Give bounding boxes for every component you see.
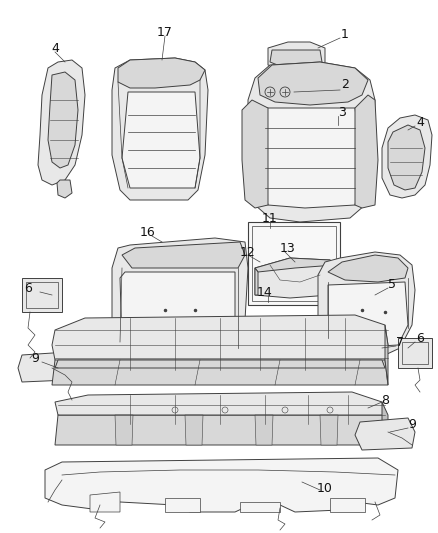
Polygon shape: [255, 268, 258, 295]
Polygon shape: [255, 258, 335, 272]
Polygon shape: [282, 72, 290, 90]
Circle shape: [265, 87, 275, 97]
Polygon shape: [255, 415, 273, 445]
Text: 11: 11: [262, 212, 278, 224]
Polygon shape: [330, 498, 365, 512]
Text: 1: 1: [341, 28, 349, 42]
Polygon shape: [248, 62, 375, 222]
Text: 10: 10: [317, 481, 333, 495]
Polygon shape: [388, 125, 425, 190]
Text: 5: 5: [388, 279, 396, 292]
Polygon shape: [398, 338, 432, 368]
Polygon shape: [260, 108, 362, 208]
Polygon shape: [38, 60, 85, 185]
Polygon shape: [268, 42, 325, 72]
Polygon shape: [120, 272, 235, 352]
Polygon shape: [185, 415, 203, 445]
Polygon shape: [308, 72, 316, 90]
Polygon shape: [355, 418, 415, 450]
Text: 12: 12: [240, 246, 256, 259]
Circle shape: [280, 87, 290, 97]
Polygon shape: [18, 352, 72, 382]
Text: 8: 8: [381, 393, 389, 407]
Text: 17: 17: [157, 26, 173, 38]
Text: 6: 6: [24, 281, 32, 295]
Polygon shape: [57, 180, 72, 198]
Polygon shape: [165, 498, 200, 512]
Polygon shape: [318, 252, 415, 358]
Polygon shape: [382, 402, 388, 445]
Polygon shape: [48, 72, 78, 168]
Polygon shape: [355, 95, 378, 208]
Polygon shape: [242, 100, 268, 208]
Polygon shape: [258, 62, 368, 105]
Polygon shape: [118, 58, 205, 88]
Polygon shape: [240, 502, 280, 512]
Polygon shape: [112, 238, 248, 355]
Polygon shape: [115, 415, 133, 445]
Polygon shape: [328, 282, 408, 348]
Polygon shape: [90, 492, 120, 512]
Text: 14: 14: [257, 286, 273, 298]
Polygon shape: [52, 315, 388, 370]
Polygon shape: [122, 92, 200, 188]
Polygon shape: [52, 360, 388, 385]
Polygon shape: [22, 278, 62, 312]
Text: 3: 3: [338, 106, 346, 118]
Polygon shape: [45, 458, 398, 512]
Text: 9: 9: [31, 351, 39, 365]
Text: 13: 13: [280, 241, 296, 254]
Polygon shape: [320, 415, 338, 445]
Text: 2: 2: [341, 78, 349, 92]
Polygon shape: [385, 325, 388, 385]
Text: 7: 7: [396, 335, 404, 349]
Polygon shape: [55, 360, 385, 368]
Polygon shape: [112, 58, 208, 200]
Polygon shape: [55, 415, 388, 445]
Polygon shape: [248, 222, 340, 305]
Text: 6: 6: [416, 332, 424, 344]
Polygon shape: [382, 115, 432, 198]
Polygon shape: [270, 50, 322, 68]
Polygon shape: [328, 255, 408, 282]
Polygon shape: [255, 258, 335, 298]
Text: 4: 4: [51, 42, 59, 54]
Polygon shape: [55, 392, 385, 424]
Text: 4: 4: [416, 116, 424, 128]
Polygon shape: [118, 350, 238, 368]
Polygon shape: [122, 242, 245, 268]
Text: 9: 9: [408, 418, 416, 432]
Text: 16: 16: [140, 225, 156, 238]
